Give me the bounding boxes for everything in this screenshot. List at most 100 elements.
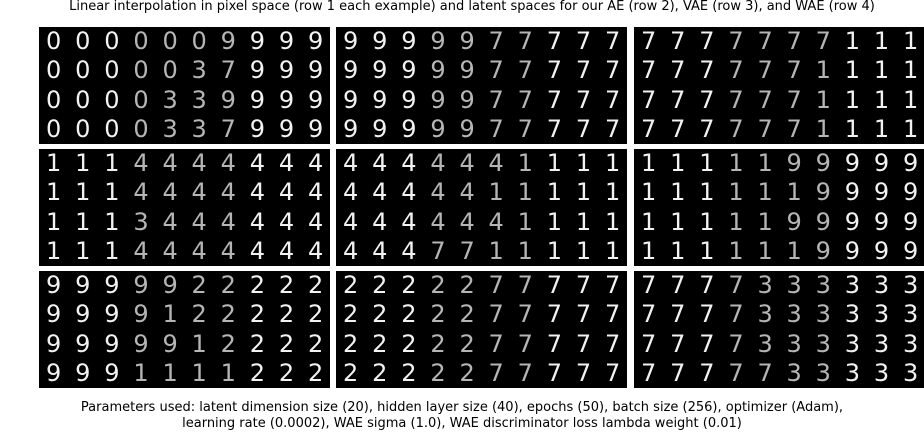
digit-pixel-step-7: 9 (220, 27, 236, 55)
digit-pixel-step-8: 1 (546, 149, 563, 177)
digit-vae-step-9: 9 (873, 207, 890, 236)
caption-line-2: learning rate (0.0002), WAE sigma (1.0),… (182, 416, 742, 431)
digit-pixel-step-4: 0 (133, 27, 149, 55)
digit-ae-step-2: 1 (670, 178, 686, 207)
digit-pixel-step-10: 4 (307, 149, 324, 177)
digit-pixel-step-3: 7 (699, 271, 715, 299)
digit-ae-step-8: 4 (249, 178, 266, 207)
digit-ae-step-9: 2 (278, 300, 295, 329)
digit-pixel-step-6: 0 (191, 27, 207, 55)
digit-pixel-step-2: 7 (670, 27, 686, 55)
digit-ae-step-5: 1 (162, 300, 178, 329)
digit-pixel-step-9: 9 (278, 27, 295, 55)
digit-vae-step-5: 1 (757, 207, 773, 236)
digit-pixel-step-9: 9 (873, 149, 890, 177)
digit-wae-step-6: 1 (786, 236, 802, 265)
digit-ae-step-9: 7 (575, 56, 592, 85)
digit-vae-step-1: 4 (343, 207, 359, 236)
digit-vae-step-7: 1 (517, 207, 533, 236)
digit-ae-step-3: 2 (401, 300, 417, 329)
digit-wae-step-3: 7 (699, 114, 715, 143)
digit-pixel-step-8: 4 (249, 149, 266, 177)
digit-ae-step-8: 1 (844, 56, 861, 85)
digit-vae-step-1: 0 (46, 85, 62, 114)
digit-wae-step-4: 7 (728, 358, 744, 387)
digit-ae-step-10: 9 (902, 178, 919, 207)
digit-vae-step-3: 7 (699, 329, 715, 358)
digit-vae-step-5: 4 (459, 207, 475, 236)
digit-wae-step-8: 4 (249, 236, 266, 265)
digit-vae-step-3: 0 (104, 85, 120, 114)
digit-pixel-step-4: 4 (430, 149, 446, 177)
digit-vae-step-9: 9 (278, 85, 295, 114)
digit-pixel-step-7: 1 (517, 149, 533, 177)
digit-pixel-step-4: 2 (430, 271, 446, 299)
digit-vae-step-8: 9 (844, 207, 861, 236)
digit-vae-step-9: 7 (575, 329, 592, 358)
digit-wae-step-7: 1 (815, 114, 831, 143)
digit-vae-step-5: 9 (162, 329, 178, 358)
digit-vae-step-7: 7 (517, 329, 533, 358)
digit-pixel-step-2: 7 (670, 271, 686, 299)
digit-ae-step-1: 0 (46, 56, 62, 85)
digit-wae-step-6: 1 (191, 358, 207, 387)
digit-vae-step-7: 4 (220, 207, 236, 236)
digit-pixel-step-10: 1 (604, 149, 621, 177)
digit-pixel-step-2: 2 (372, 271, 388, 299)
digit-vae-step-2: 9 (372, 85, 388, 114)
digit-wae-step-9: 1 (873, 114, 890, 143)
digit-ae-step-4: 1 (728, 178, 744, 207)
digit-ae-step-4: 4 (133, 178, 149, 207)
digit-wae-step-5: 2 (459, 358, 475, 387)
digit-ae-step-9: 1 (575, 178, 592, 207)
digit-ae-step-10: 9 (307, 56, 324, 85)
digit-vae-step-7: 7 (517, 85, 533, 114)
digit-ae-step-10: 7 (604, 56, 621, 85)
digit-wae-step-1: 1 (641, 236, 657, 265)
digit-pixel-step-6: 4 (488, 149, 504, 177)
digit-wae-step-6: 4 (191, 236, 207, 265)
digit-pixel-step-4: 4 (133, 149, 149, 177)
digit-ae-step-8: 3 (844, 300, 861, 329)
digit-ae-step-5: 3 (757, 300, 773, 329)
digit-wae-step-10: 7 (604, 114, 621, 143)
digit-pixel-step-4: 7 (728, 271, 744, 299)
digit-wae-step-9: 7 (575, 114, 592, 143)
digit-vae-step-2: 4 (372, 207, 388, 236)
digit-ae-step-3: 4 (401, 178, 417, 207)
digit-wae-step-4: 2 (430, 358, 446, 387)
digit-pixel-step-2: 0 (75, 27, 91, 55)
digit-wae-step-7: 1 (517, 236, 533, 265)
digit-vae-step-10: 9 (902, 207, 919, 236)
digit-vae-step-3: 1 (699, 207, 715, 236)
digit-pixel-step-10: 1 (902, 27, 919, 55)
digit-ae-step-6: 7 (786, 56, 802, 85)
digit-wae-step-10: 1 (604, 236, 621, 265)
digit-vae-step-9: 2 (278, 329, 295, 358)
digit-vae-step-1: 1 (46, 207, 62, 236)
figure-title: Linear interpolation in pixel space (row… (69, 0, 875, 14)
digit-vae-step-6: 4 (191, 207, 207, 236)
digit-ae-step-7: 2 (220, 300, 236, 329)
digit-vae-step-10: 1 (902, 85, 919, 114)
digit-vae-step-1: 2 (343, 329, 359, 358)
digit-wae-step-3: 2 (401, 358, 417, 387)
digit-wae-step-3: 7 (699, 358, 715, 387)
digit-ae-step-10: 7 (604, 300, 621, 329)
digit-ae-step-6: 3 (786, 300, 802, 329)
digit-vae-step-5: 7 (757, 85, 773, 114)
digit-wae-step-6: 7 (488, 114, 504, 143)
digit-ae-step-7: 1 (517, 178, 533, 207)
digit-vae-step-6: 1 (191, 329, 207, 358)
digit-ae-step-10: 3 (902, 300, 919, 329)
digit-pixel-step-7: 3 (815, 271, 831, 299)
digit-pixel-step-3: 1 (104, 149, 120, 177)
digit-vae-step-2: 2 (372, 329, 388, 358)
digit-wae-step-3: 4 (401, 236, 417, 265)
digit-ae-step-8: 7 (546, 300, 563, 329)
